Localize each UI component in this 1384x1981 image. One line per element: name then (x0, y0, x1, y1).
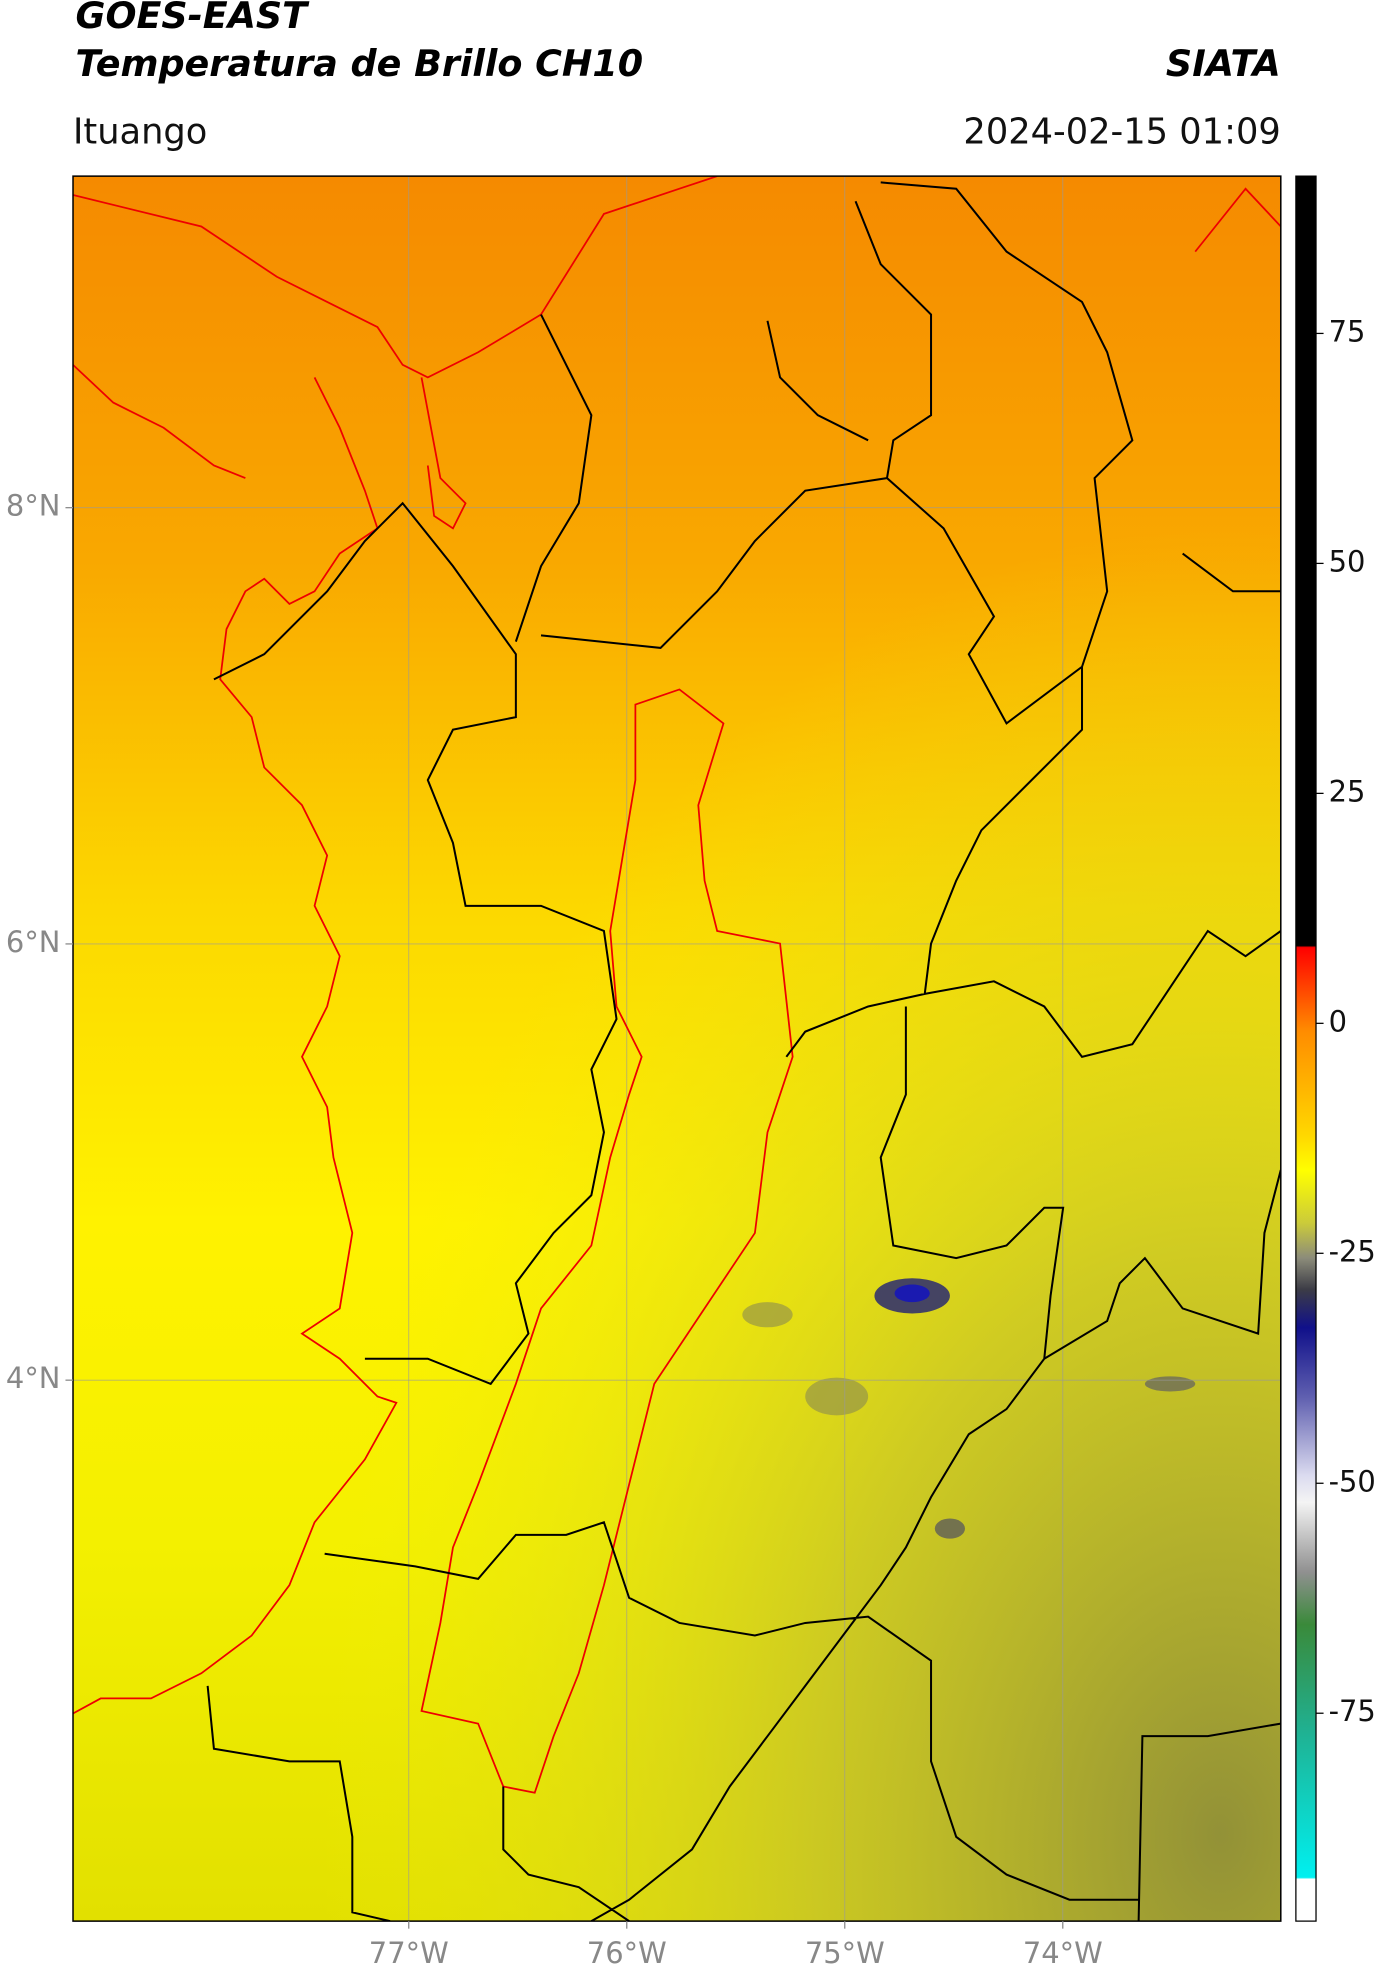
colorbar-tick-label: -75 (1329, 1694, 1376, 1728)
y-tick-label: 4°N (6, 1361, 61, 1395)
colorbar-tick-label: 50 (1329, 544, 1366, 578)
title: GOES-EAST (76, 0, 311, 37)
y-tick-label: 6°N (6, 925, 61, 959)
x-tick-label: 75°W (805, 1936, 885, 1970)
timestamp: 2024-02-15 01:09 (963, 111, 1280, 152)
source: SIATA (1166, 42, 1281, 85)
x-tick-label: 77°W (369, 1936, 449, 1970)
map-image (73, 176, 1281, 1922)
x-tick-label: 74°W (1023, 1936, 1103, 1970)
colorbar-tick-label: -50 (1329, 1464, 1376, 1498)
map-frame (72, 175, 1282, 1922)
colorbar-tick-label: 25 (1329, 774, 1366, 808)
colorbar-tick-label: 75 (1329, 314, 1366, 348)
subtitle: Temperatura de Brillo CH10 (76, 42, 644, 85)
y-tick-label: 8°N (6, 489, 61, 523)
colorbar-tick-label: 0 (1329, 1004, 1347, 1038)
colorbar-tick-label: -25 (1329, 1234, 1376, 1268)
colorbar (1295, 175, 1317, 1922)
location: Ituango (73, 111, 207, 152)
x-tick-label: 76°W (587, 1936, 667, 1970)
